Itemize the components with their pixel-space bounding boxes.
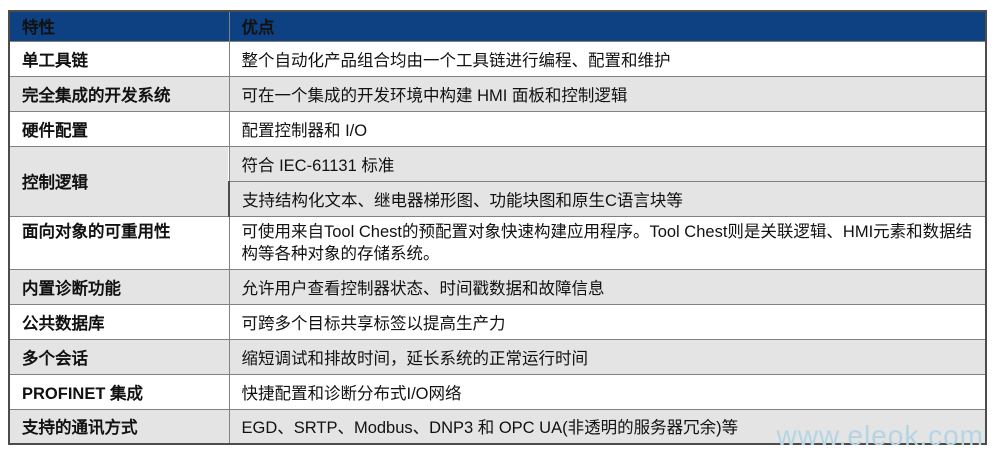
table-row: 多个会话 缩短调试和排故时间，延长系统的正常运行时间 bbox=[8, 338, 987, 375]
benefit-cell: 支持结构化文本、继电器梯形图、功能块图和原生C语言块等 bbox=[228, 180, 987, 217]
table-row: 控制逻辑 符合 IEC-61131 标准 bbox=[8, 145, 987, 217]
benefit-cell: 整个自动化产品组合均由一个工具链进行编程、配置和维护 bbox=[228, 40, 987, 77]
benefit-cell: 配置控制器和 I/O bbox=[228, 110, 987, 147]
table-row: 支持的通讯方式 EGD、SRTP、Modbus、DNP3 和 OPC UA(非透… bbox=[8, 408, 987, 445]
feature-cell: 硬件配置 bbox=[8, 110, 230, 147]
feature-cell: 多个会话 bbox=[8, 338, 230, 375]
feature-cell: 面向对象的可重用性 bbox=[8, 215, 230, 270]
table-row: 面向对象的可重用性 可使用来自Tool Chest的预配置对象快速构建应用程序。… bbox=[8, 215, 987, 270]
table-row: 完全集成的开发系统 可在一个集成的开发环境中构建 HMI 面板和控制逻辑 bbox=[8, 75, 987, 112]
feature-cell: 内置诊断功能 bbox=[8, 268, 230, 305]
benefit-cell: 符合 IEC-61131 标准 bbox=[228, 145, 987, 182]
feature-cell: 完全集成的开发系统 bbox=[8, 75, 230, 112]
feature-cell: 公共数据库 bbox=[8, 303, 230, 340]
benefit-cell: 可使用来自Tool Chest的预配置对象快速构建应用程序。Tool Chest… bbox=[228, 215, 987, 270]
table-row: PROFINET 集成 快捷配置和诊断分布式I/O网络 bbox=[8, 373, 987, 410]
table-row: 内置诊断功能 允许用户查看控制器状态、时间戳数据和故障信息 bbox=[8, 268, 987, 305]
benefit-cell: 可跨多个目标共享标签以提高生产力 bbox=[228, 303, 987, 340]
header-feature-cell: 特性 bbox=[8, 10, 230, 42]
table-header-row: 特性 优点 bbox=[8, 10, 987, 42]
feature-cell: PROFINET 集成 bbox=[8, 373, 230, 410]
feature-cell: 支持的通讯方式 bbox=[8, 408, 230, 445]
benefit-cell: 快捷配置和诊断分布式I/O网络 bbox=[228, 373, 987, 410]
table-row: 单工具链 整个自动化产品组合均由一个工具链进行编程、配置和维护 bbox=[8, 40, 987, 77]
benefit-cell: 可在一个集成的开发环境中构建 HMI 面板和控制逻辑 bbox=[228, 75, 987, 112]
feature-cell: 控制逻辑 bbox=[8, 145, 230, 217]
benefit-cell: 缩短调试和排故时间，延长系统的正常运行时间 bbox=[228, 338, 987, 375]
header-benefit-cell: 优点 bbox=[228, 10, 987, 42]
table-row: 硬件配置 配置控制器和 I/O bbox=[8, 110, 987, 147]
benefit-cell: 允许用户查看控制器状态、时间戳数据和故障信息 bbox=[228, 268, 987, 305]
feature-benefit-table: 特性 优点 单工具链 整个自动化产品组合均由一个工具链进行编程、配置和维护 完全… bbox=[8, 10, 987, 445]
feature-cell: 单工具链 bbox=[8, 40, 230, 77]
benefit-cell: EGD、SRTP、Modbus、DNP3 和 OPC UA(非透明的服务器冗余)… bbox=[228, 408, 987, 445]
table-row: 公共数据库 可跨多个目标共享标签以提高生产力 bbox=[8, 303, 987, 340]
